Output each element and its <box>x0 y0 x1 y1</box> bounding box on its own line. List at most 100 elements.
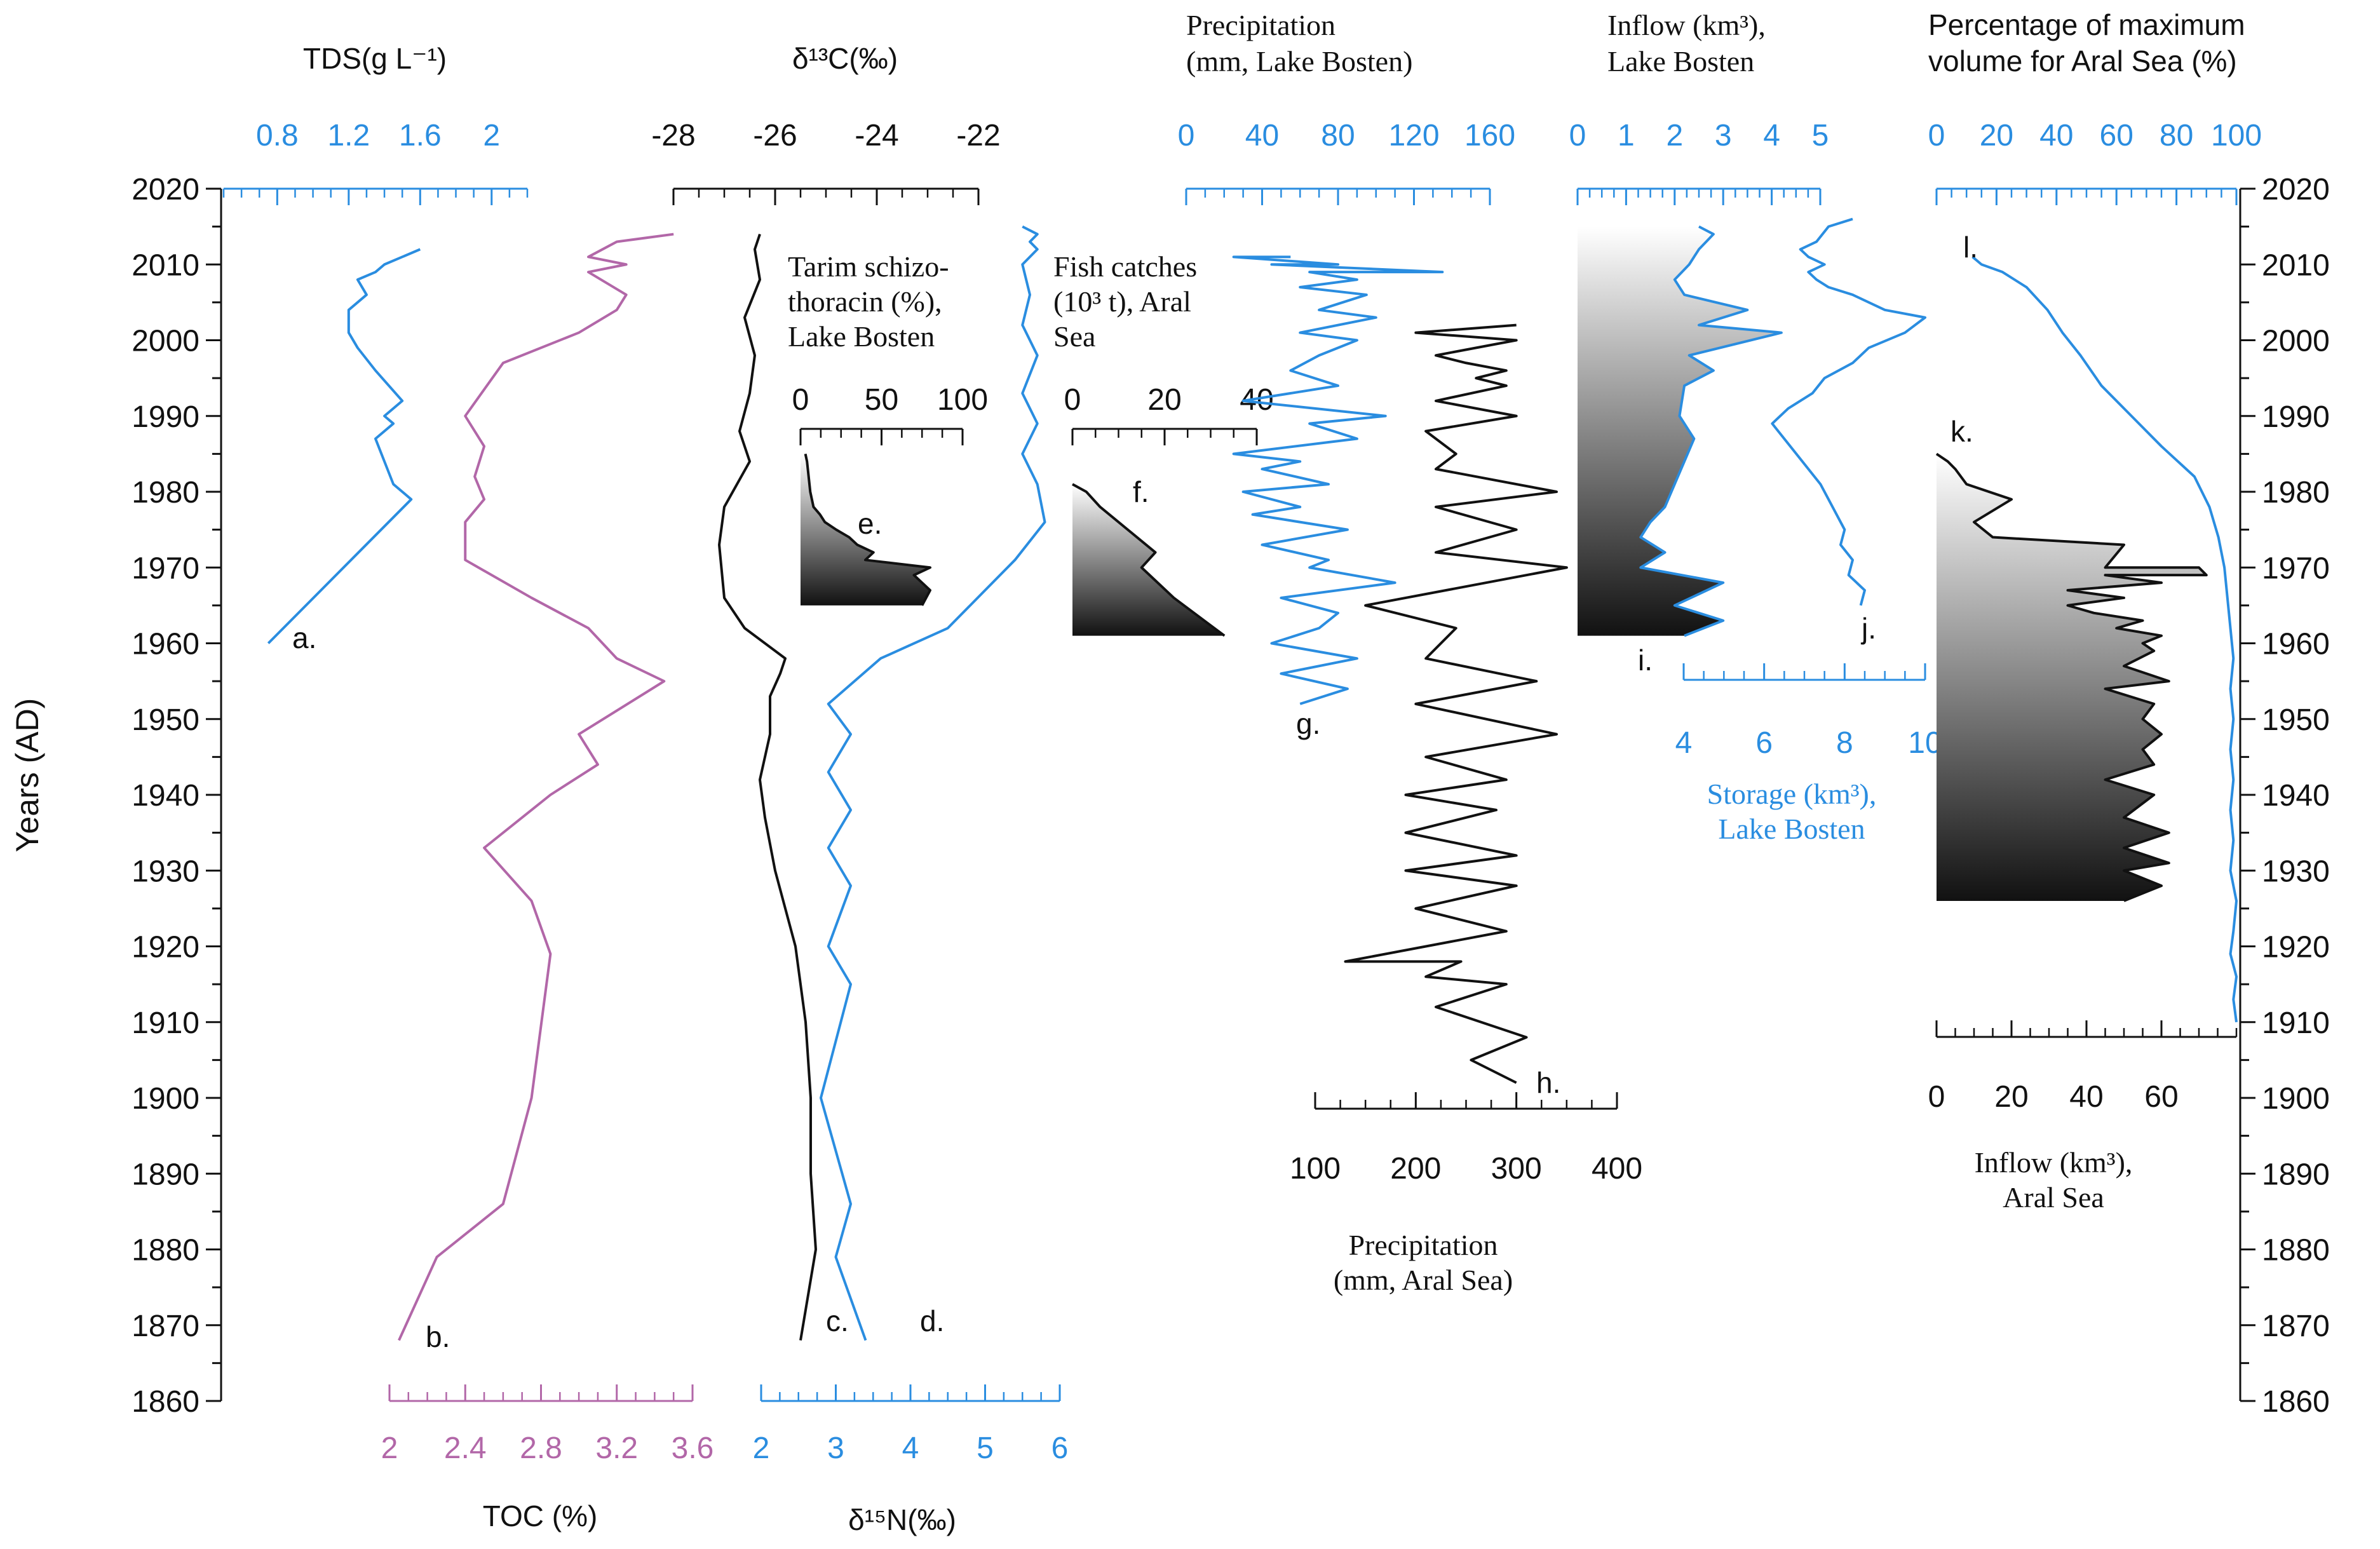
panel-c-letter: c. <box>826 1304 849 1337</box>
panel-h: 100 200 300 400 Precipitation(mm, Aral Sea) h… <box>1290 323 1642 1296</box>
year-tick-label: 1920 <box>2262 931 2330 964</box>
panel-e-letter: e. <box>858 507 882 540</box>
tick-label: 4 <box>1763 119 1780 152</box>
panel-k-area <box>1937 454 2207 901</box>
panel-c-line <box>820 225 1046 1341</box>
tick-label: 80 <box>1321 119 1355 152</box>
year-tick-label: 1880 <box>132 1234 199 1268</box>
year-tick-label: 1870 <box>132 1309 199 1343</box>
panel-c: 2 3 4 5 6 δ¹⁵N(‰) c. <box>753 225 1068 1536</box>
year-tick-label: 1950 <box>2262 703 2330 737</box>
panel-h-title: Precipitation <box>1348 1229 1498 1261</box>
panel-i-letter: i. <box>1638 644 1653 677</box>
year-tick-label: 1890 <box>2262 1158 2330 1191</box>
panel-i: 0 1 2 3 4 5 Inflow (km³), Lake Bosten i. <box>1569 9 1829 677</box>
panel-l-letter: l. <box>1963 231 1978 264</box>
tick-label: 6 <box>1755 726 1773 760</box>
tick-label: 5 <box>977 1431 994 1465</box>
tick-label: 0 <box>1178 119 1195 152</box>
panel-j-line <box>1771 217 1926 606</box>
tick-label: 2.8 <box>520 1431 562 1465</box>
panel-a-line <box>267 248 421 644</box>
right-year-axis: 1860 1870 1880 1890 1900 1910 1920 1930 1940 1950… <box>2239 173 2330 1419</box>
panel-f-title: (10³ t), Aral <box>1053 285 1191 318</box>
panel-l-line <box>1971 255 2238 1023</box>
tick-label: 20 <box>1980 119 2013 152</box>
tick-label: 4 <box>902 1431 919 1465</box>
panels: 0.8 1.2 1.6 2 TDS(g L⁻¹) a. 2 2.4 2.8 3.2 3.6 TOC (… <box>222 8 2262 1536</box>
panel-b-line <box>398 233 674 1341</box>
panel-g-title: Precipitation <box>1186 9 1335 41</box>
panel-d-line <box>718 233 817 1341</box>
panel-l-title: volume for Aral Sea (%) <box>1928 44 2237 78</box>
panel-a-title: TDS(g L⁻¹) <box>303 42 447 75</box>
year-tick-label: 1890 <box>132 1158 199 1191</box>
tick-label: 8 <box>1836 726 1853 760</box>
panel-h-letter: h. <box>1536 1066 1560 1099</box>
year-tick-label: 1920 <box>132 931 199 964</box>
year-tick-label: 2000 <box>132 325 199 358</box>
panel-e-title: Lake Bosten <box>788 320 935 353</box>
panel-j-letter: j. <box>1860 612 1876 645</box>
year-tick-label: 1980 <box>2262 476 2330 510</box>
panel-e-area <box>801 454 930 605</box>
tick-label: 3.6 <box>672 1431 714 1465</box>
tick-label: 5 <box>1812 119 1829 152</box>
tick-label: 3 <box>1715 119 1732 152</box>
panel-j: 4 6 8 10 Storage (km³),Lake Bosten j. <box>1675 217 1942 845</box>
year-tick-label: 1860 <box>2262 1385 2330 1419</box>
tick-label: 100 <box>937 383 988 417</box>
tick-label: 200 <box>1390 1152 1441 1186</box>
year-tick-label: 2010 <box>2262 248 2330 282</box>
panel-i-line <box>1639 225 1783 637</box>
tick-label: 20 <box>1147 383 1181 417</box>
tick-label: 40 <box>2069 1080 2103 1114</box>
tick-label: 10 <box>1908 726 1942 760</box>
tick-label: 0 <box>1569 119 1586 152</box>
tick-label: 40 <box>2039 119 2073 152</box>
tick-label: 20 <box>1994 1080 2028 1114</box>
panel-i-title: Inflow (km³), <box>1607 9 1766 41</box>
tick-label: 1 <box>1618 119 1635 152</box>
left-year-axis: 1860 1870 1880 1890 1900 1910 1920 1930 1940 1950… <box>132 173 222 1419</box>
tick-label: 1.2 <box>327 119 370 152</box>
panel-j-title: Storage (km³), <box>1707 778 1877 810</box>
year-tick-label: 2020 <box>2262 173 2330 206</box>
tick-label: 3 <box>827 1431 844 1465</box>
year-tick-label: 2000 <box>2262 325 2330 358</box>
tick-label: 2 <box>381 1431 398 1465</box>
tick-label: 2 <box>1666 119 1683 152</box>
y-axis-label: Years (AD) <box>10 698 45 853</box>
panel-h-title: (mm, Aral Sea) <box>1334 1264 1513 1296</box>
panel-b-letter: b. <box>426 1320 450 1353</box>
panel-b-title: TOC (%) <box>483 1499 598 1532</box>
panel-e-title: Tarim schizo- <box>788 250 949 283</box>
tick-label: 0 <box>1064 383 1081 417</box>
tick-label: 2 <box>753 1431 770 1465</box>
year-tick-label: 2010 <box>132 248 199 282</box>
tick-label: 0 <box>1928 119 1945 152</box>
year-tick-label: 1970 <box>132 551 199 585</box>
panel-d-title: δ¹³C(‰) <box>792 42 898 75</box>
panel-g-letter: g. <box>1296 707 1320 740</box>
tick-label: 400 <box>1592 1152 1642 1186</box>
panel-k-title: Aral Sea <box>2003 1181 2104 1214</box>
panel-g: 0 40 80 120 160 Precipitation (mm, Lake Bosten… <box>1178 9 1515 740</box>
year-tick-label: 1960 <box>2262 628 2330 661</box>
year-tick-label: 1990 <box>132 400 199 434</box>
panel-c-title: δ¹⁵N(‰) <box>848 1503 956 1536</box>
year-tick-label: 1980 <box>132 476 199 510</box>
panel-k-title: Inflow (km³), <box>1975 1146 2133 1179</box>
panel-j-title: Lake Bosten <box>1718 813 1865 845</box>
tick-label: 4 <box>1675 726 1693 760</box>
year-tick-label: 2020 <box>132 173 199 206</box>
tick-label: 60 <box>2100 119 2133 152</box>
tick-label: 1.6 <box>399 119 442 152</box>
panel-f-title: Fish catches <box>1053 250 1197 283</box>
year-tick-label: 1990 <box>2262 400 2330 434</box>
panel-e: 0 50 100 Tarim schizo-thoracin (%),Lake Bos… <box>788 250 988 606</box>
tick-label: 80 <box>2160 119 2193 152</box>
year-tick-label: 1950 <box>132 703 199 737</box>
